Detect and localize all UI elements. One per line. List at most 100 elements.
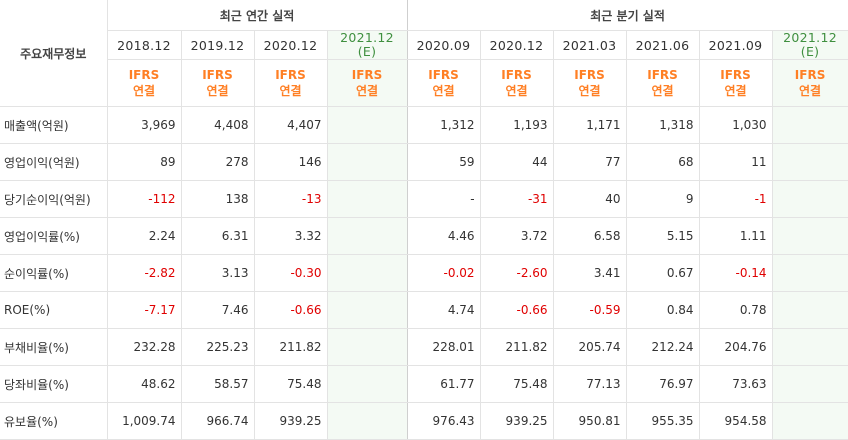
table-cell	[327, 254, 408, 292]
table-cell: 939.25	[480, 402, 554, 440]
ifrs-label: IFRS	[574, 68, 605, 82]
table-cell: 58.57	[181, 365, 255, 403]
table-cell: 228.01	[407, 328, 481, 366]
row-label: 매출액(억원)	[0, 106, 108, 144]
table-cell: 0.84	[626, 291, 700, 329]
ifrs-label: IFRS	[351, 68, 383, 82]
table-cell	[772, 106, 848, 144]
table-cell: 211.82	[480, 328, 554, 366]
table-cell	[327, 328, 408, 366]
ifrs-header-cell: IFRS 연결	[553, 59, 627, 107]
ifrs-header-cell: IFRS 연결	[772, 59, 848, 107]
table-cell	[772, 365, 848, 403]
ifrs-label: IFRS	[128, 68, 160, 82]
table-cell: 89	[107, 143, 182, 181]
table-row: 당기순이익(억원) -112 138 -13 - -31 40 9 -1	[0, 180, 848, 218]
table-cell: -1	[699, 180, 773, 218]
table-cell: 68	[626, 143, 700, 181]
table-cell: -2.82	[107, 254, 182, 292]
ifrs-label: IFRS	[428, 68, 459, 82]
table-cell: 146	[254, 143, 328, 181]
period-header-estimate: 2021.12 (E)	[772, 30, 848, 60]
table-cell	[327, 143, 408, 181]
table-row: 유보율(%) 1,009.74 966.74 939.25 976.43 939.25 95…	[0, 402, 848, 440]
table-cell: -31	[480, 180, 554, 218]
table-cell	[772, 402, 848, 440]
table-row: 당좌비율(%) 48.62 58.57 75.48 61.77 75.48 77.13 76.…	[0, 365, 848, 403]
table-cell: -0.66	[480, 291, 554, 329]
table-cell: 1,171	[553, 106, 627, 144]
table-cell: 3.41	[553, 254, 627, 292]
table-cell: 48.62	[107, 365, 182, 403]
table-cell: 211.82	[254, 328, 328, 366]
ifrs-label: IFRS	[794, 68, 826, 82]
period-header: 2021.03	[553, 30, 627, 60]
table-cell: 2.24	[107, 217, 182, 255]
table-row: 매출액(억원) 3,969 4,408 4,407 1,312 1,193 1,171 1,3…	[0, 106, 848, 144]
row-label: 영업이익률(%)	[0, 217, 108, 255]
table-cell: 77	[553, 143, 627, 181]
table-cell: -	[407, 180, 481, 218]
table-cell: 11	[699, 143, 773, 181]
period-header: 2020.12	[254, 30, 328, 60]
table-cell: 40	[553, 180, 627, 218]
table-row: 영업이익률(%) 2.24 6.31 3.32 4.46 3.72 6.58 5.15 1.11	[0, 217, 848, 255]
ifrs-label: IFRS	[720, 68, 751, 82]
table-cell	[327, 217, 408, 255]
table-cell: 0.78	[699, 291, 773, 329]
ifrs-header-cell: IFRS 연결	[254, 59, 328, 107]
table-cell: 44	[480, 143, 554, 181]
table-body: 매출액(억원) 3,969 4,408 4,407 1,312 1,193 1,171 1,3…	[0, 106, 848, 440]
table-cell	[772, 254, 848, 292]
table-cell	[772, 217, 848, 255]
ifrs-sub-label: 연결	[432, 84, 455, 98]
table-cell	[327, 180, 408, 218]
table-cell: 76.97	[626, 365, 700, 403]
table-cell: -0.59	[553, 291, 627, 329]
table-cell: -0.66	[254, 291, 328, 329]
ifrs-sub-label: 연결	[799, 84, 822, 98]
table-cell: 3.13	[181, 254, 255, 292]
table-row: 영업이익(억원) 89 278 146 59 44 77 68 11	[0, 143, 848, 181]
table-cell: -2.60	[480, 254, 554, 292]
table-cell	[327, 365, 408, 403]
row-label: 순이익률(%)	[0, 254, 108, 292]
estimate-mark: (E)	[357, 44, 377, 59]
table-cell: 204.76	[699, 328, 773, 366]
ifrs-label: IFRS	[647, 68, 678, 82]
ifrs-header-cell: IFRS 연결	[107, 59, 182, 107]
table-cell	[772, 291, 848, 329]
table-cell: 0.67	[626, 254, 700, 292]
table-cell: 1.11	[699, 217, 773, 255]
period-header-row: 2018.12 2019.12 2020.12 2021.12 (E) 2020…	[0, 30, 848, 60]
table-cell: 1,030	[699, 106, 773, 144]
table-cell: 6.31	[181, 217, 255, 255]
ifrs-header-cell: IFRS 연결	[181, 59, 255, 107]
table-cell: 75.48	[254, 365, 328, 403]
table-cell: 1,318	[626, 106, 700, 144]
ifrs-sub-label: 연결	[355, 84, 379, 98]
table-cell	[772, 143, 848, 181]
table-cell: 212.24	[626, 328, 700, 366]
table-cell: -0.02	[407, 254, 481, 292]
table-cell: 6.58	[553, 217, 627, 255]
ifrs-header-cell: IFRS 연결	[626, 59, 700, 107]
table-cell: -7.17	[107, 291, 182, 329]
table-cell: 4.46	[407, 217, 481, 255]
period-header: 2018.12	[107, 30, 182, 60]
ifrs-sub-label: 연결	[651, 84, 674, 98]
period-header: 2020.09	[407, 30, 481, 60]
quarter-group-header: 최근 분기 실적	[407, 0, 848, 31]
estimate-year: 2021.12	[783, 30, 837, 45]
ifrs-sub-label: 연결	[132, 84, 156, 98]
ifrs-header-cell: IFRS 연결	[327, 59, 408, 107]
ifrs-sub-label: 연결	[578, 84, 601, 98]
row-label: 당기순이익(억원)	[0, 180, 108, 218]
period-header: 2020.12	[480, 30, 554, 60]
table-cell: -0.30	[254, 254, 328, 292]
ifrs-sub-label: 연결	[724, 84, 747, 98]
table-cell: 5.15	[626, 217, 700, 255]
table-cell: 3,969	[107, 106, 182, 144]
table-cell: 73.63	[699, 365, 773, 403]
table-cell: 7.46	[181, 291, 255, 329]
